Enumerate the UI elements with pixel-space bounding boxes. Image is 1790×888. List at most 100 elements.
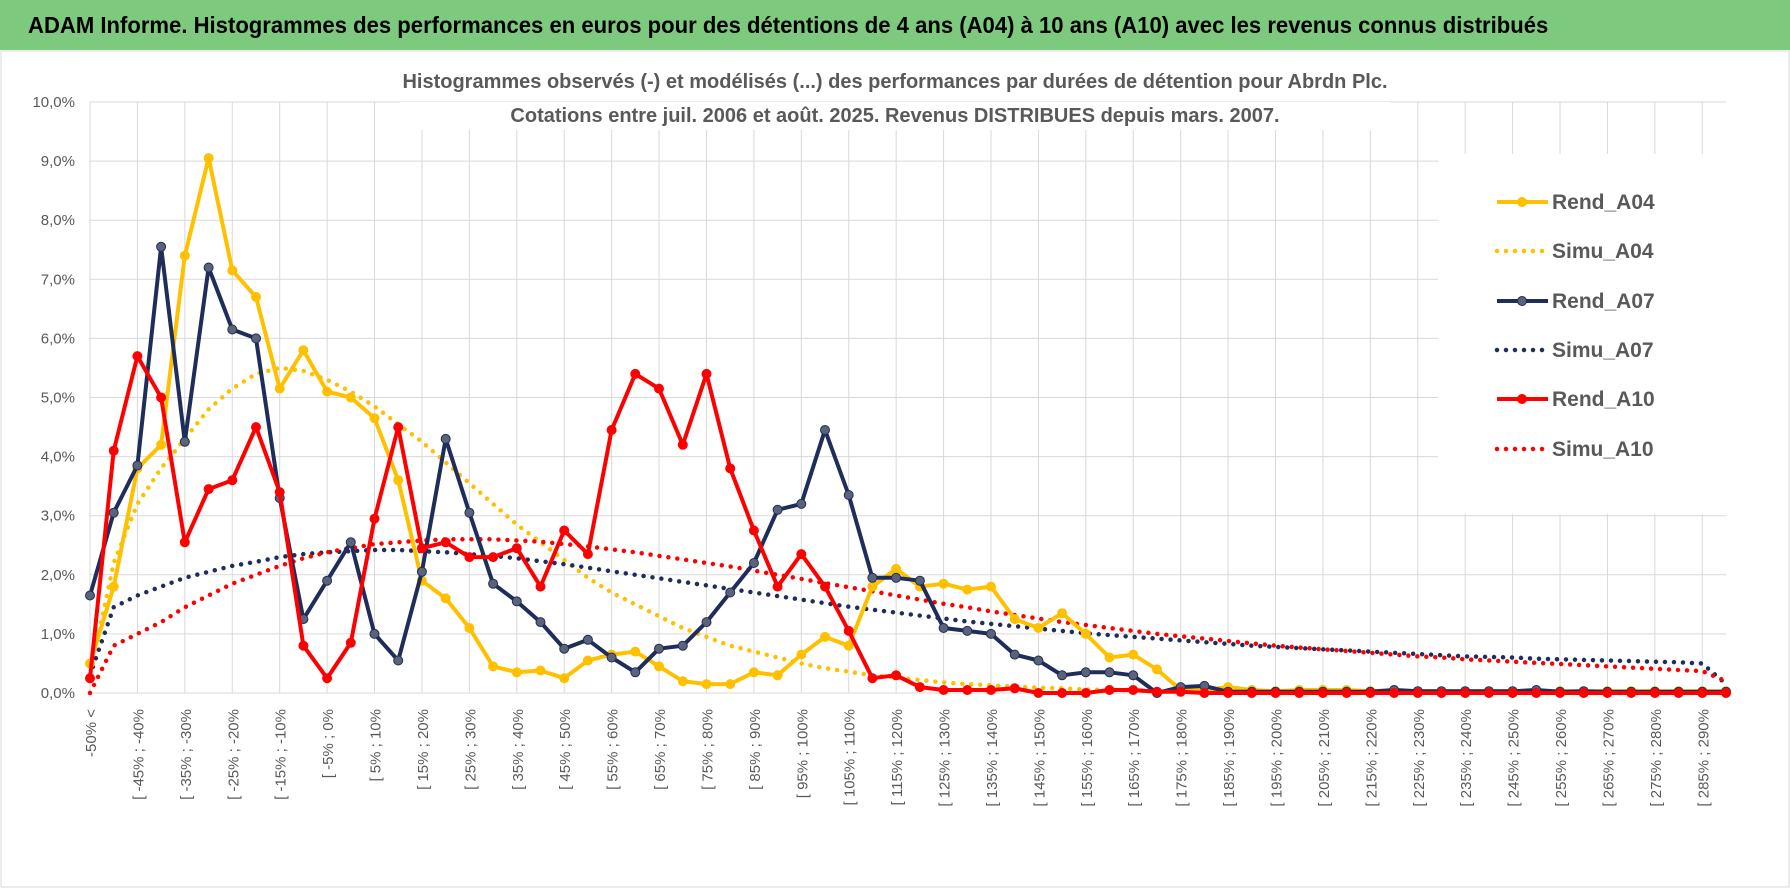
data-point: [867, 581, 878, 592]
data-point: [1626, 688, 1637, 698]
data-point: [843, 640, 854, 651]
data-point: [1175, 686, 1186, 697]
data-point: [393, 655, 404, 666]
legend-label: Rend_A10: [1552, 388, 1655, 411]
data-point: [85, 590, 95, 601]
data-point: [1009, 614, 1020, 625]
banner-title: ADAM Informe. Histogrammes des performan…: [28, 12, 1549, 38]
y-tick-label: 10,0%: [32, 94, 75, 111]
data-point: [843, 625, 854, 636]
x-tick-label: [ 155% ; 160%: [1079, 709, 1096, 807]
data-point: [1128, 670, 1139, 681]
y-tick-label: 5,0%: [41, 390, 75, 407]
x-tick-label: [ 15% ; 20%: [415, 709, 432, 790]
data-point: [322, 673, 333, 684]
data-point: [179, 436, 190, 447]
chart-title-bg: [400, 68, 1390, 96]
data-point: [369, 513, 380, 524]
y-tick-label: 4,0%: [41, 449, 75, 466]
data-point: [156, 439, 167, 450]
data-point: [1412, 688, 1423, 698]
data-point: [1128, 685, 1139, 695]
x-tick-label: [ 25% ; 30%: [462, 709, 479, 790]
data-point: [1531, 688, 1542, 698]
data-point: [1080, 667, 1091, 678]
data-point: [891, 563, 902, 574]
x-tick-label: [ 115% ; 120%: [889, 709, 906, 805]
data-point: [440, 537, 451, 548]
data-point: [796, 549, 807, 560]
data-point: [654, 661, 664, 672]
x-tick-label: [ 165% ; 170%: [1126, 709, 1143, 807]
data-point: [203, 484, 214, 495]
legend-label: Simu_A07: [1552, 339, 1654, 362]
data-point: [227, 324, 238, 335]
data-point: [535, 581, 546, 592]
data-point: [488, 578, 499, 589]
data-point: [796, 649, 807, 660]
series-simu_a04: [87, 365, 1729, 696]
legend-marker: [1517, 197, 1527, 207]
chart-frame: Histogrammes observés (-) et modélisés (…: [0, 50, 1790, 888]
y-tick-label: 8,0%: [41, 212, 75, 229]
x-tick-label: [ 265% ; 270%: [1600, 709, 1617, 807]
data-point: [820, 581, 830, 592]
banner: ADAM Informe. Histogrammes des performan…: [0, 0, 1790, 50]
x-tick-label: [ 105% ; 110%: [842, 709, 859, 805]
x-tick-label: [ 45% ; 50%: [557, 709, 574, 790]
data-point: [488, 661, 499, 672]
data-point: [701, 679, 712, 690]
legend-item-rend_a04[interactable]: Rend_A04: [1497, 191, 1655, 214]
x-tick-label: -50% <: [83, 709, 100, 757]
data-point: [108, 581, 119, 592]
x-tick-label: [ 285% ; 290%: [1695, 709, 1712, 807]
data-point: [654, 383, 664, 394]
legend-item-rend_a10[interactable]: Rend_A10: [1497, 388, 1655, 411]
data-point: [772, 581, 783, 592]
data-point: [1152, 686, 1162, 697]
data-point: [1009, 649, 1020, 660]
data-point: [1246, 688, 1257, 698]
y-tick-label: 2,0%: [41, 567, 75, 584]
data-point: [440, 593, 451, 604]
chart-title: Histogrammes observés (-) et modélisés (…: [400, 68, 1390, 130]
data-point: [1721, 688, 1731, 698]
legend[interactable]: Rend_A04 Simu_A04 Rend_A07 Simu_A07 Rend_A10…: [1438, 154, 1728, 514]
y-tick-label: 7,0%: [41, 271, 75, 288]
x-tick-label: [ 145% ; 150%: [1031, 709, 1048, 807]
data-point: [582, 655, 593, 666]
data-point: [132, 351, 143, 362]
data-point: [725, 679, 736, 690]
data-point: [606, 425, 617, 435]
legend-item-simu_a10[interactable]: Simu_A10: [1494, 438, 1654, 461]
data-point: [748, 525, 759, 536]
x-tick-label: [ -15% ; -10%: [273, 709, 290, 800]
data-point: [748, 667, 759, 678]
x-tick-label: [ 35% ; 40%: [510, 709, 527, 790]
x-tick-label: [ 85% ; 90%: [747, 709, 764, 790]
data-point: [701, 617, 712, 628]
data-point: [511, 596, 522, 607]
data-point: [891, 572, 902, 583]
data-point: [1341, 688, 1352, 698]
data-point: [630, 667, 641, 678]
data-point: [1199, 688, 1210, 698]
data-point: [156, 241, 167, 252]
data-point: [867, 572, 878, 583]
data-point: [559, 643, 570, 654]
legend-item-simu_a07[interactable]: Simu_A07: [1494, 339, 1654, 362]
legend-item-simu_a04[interactable]: Simu_A04: [1494, 240, 1654, 263]
legend-item-rend_a07[interactable]: Rend_A07: [1497, 290, 1655, 313]
data-point: [1673, 688, 1684, 698]
legend-label: Simu_A04: [1552, 240, 1654, 263]
data-point: [1555, 688, 1565, 698]
data-point: [345, 392, 356, 403]
data-point: [986, 581, 996, 592]
data-point: [251, 292, 261, 302]
y-tick-label: 3,0%: [41, 508, 75, 525]
data-point: [582, 634, 593, 645]
x-tick-label: [ 245% ; 250%: [1506, 709, 1523, 807]
data-point: [701, 368, 712, 379]
y-tick-label: 9,0%: [41, 153, 75, 170]
data-point: [416, 566, 427, 577]
